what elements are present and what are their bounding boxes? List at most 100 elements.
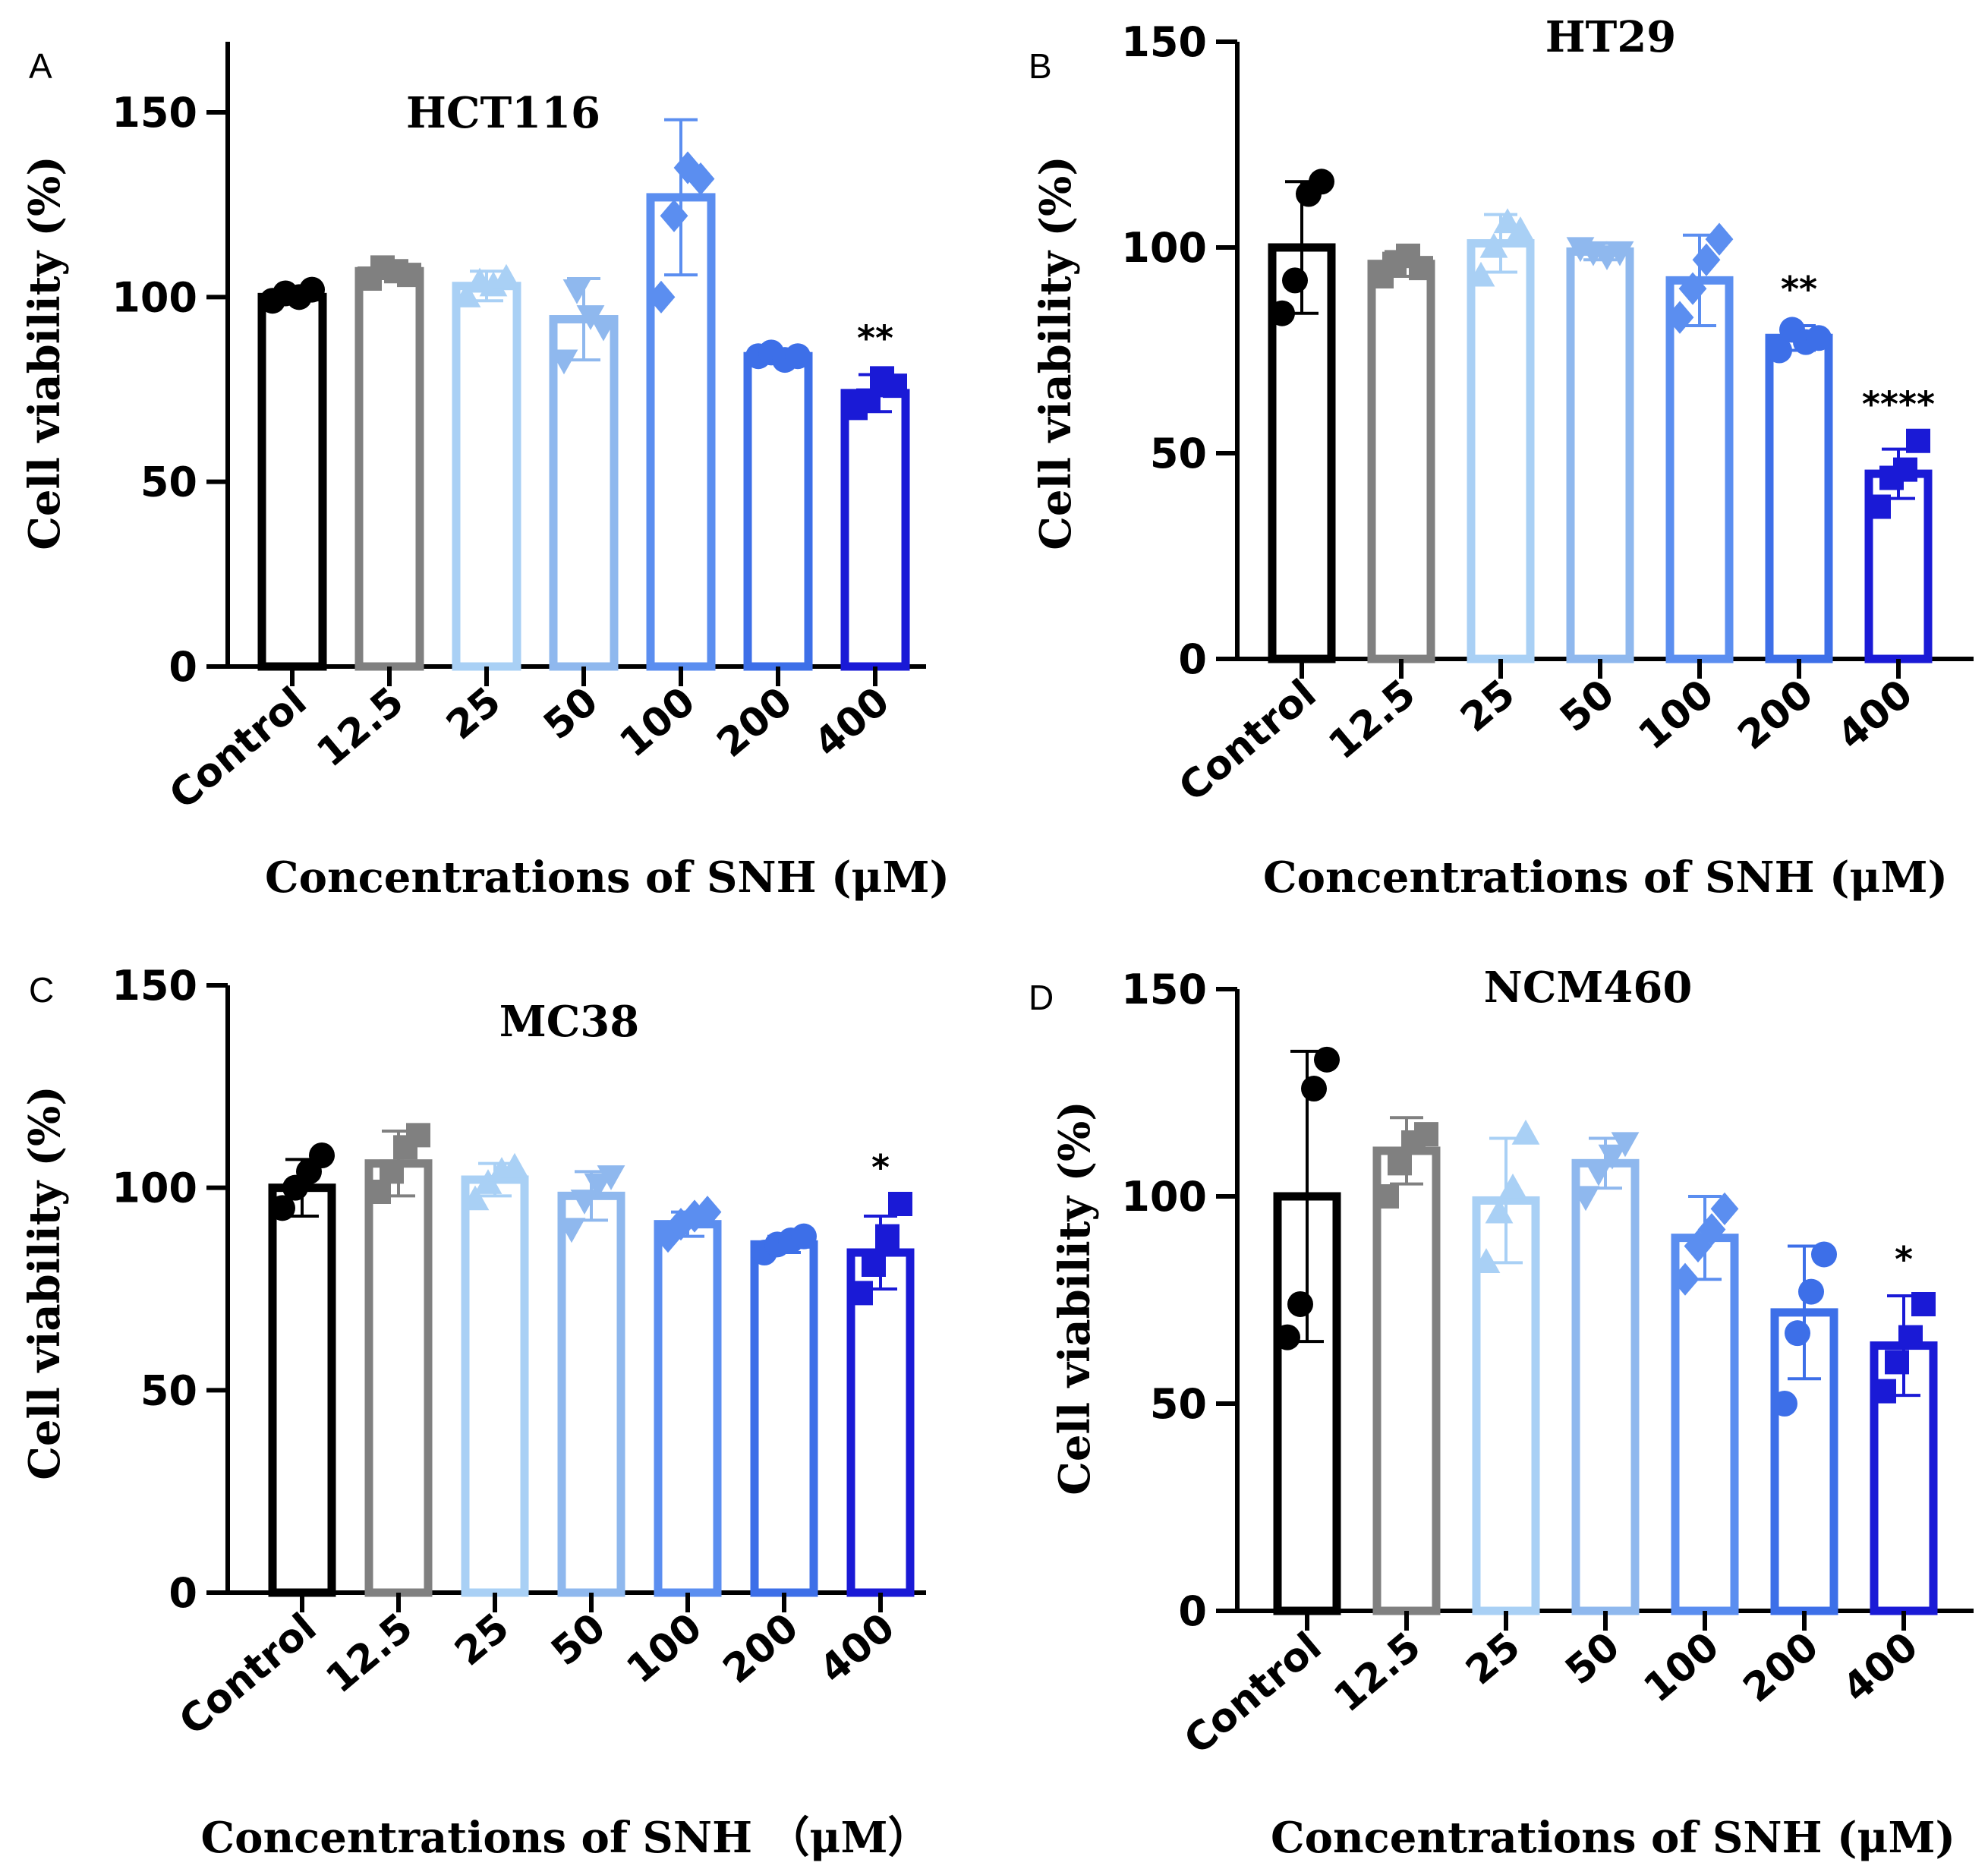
data-point (1605, 241, 1634, 266)
data-point (461, 1185, 490, 1211)
bar-200 (750, 1240, 818, 1597)
data-point (1409, 256, 1433, 281)
bar-100 (1671, 1234, 1739, 1615)
data-point (1506, 216, 1535, 241)
y-tick-label: 50 (1150, 1380, 1207, 1428)
data-point (380, 1159, 404, 1184)
data-point (849, 1281, 873, 1306)
y-tick-label: 100 (1121, 224, 1207, 272)
data-point (589, 316, 618, 342)
bar-control (268, 1183, 336, 1597)
y-axis-label: Cell viability (%) (1031, 156, 1081, 550)
data-point (1498, 1173, 1527, 1199)
chart-title: HCT116 (406, 88, 600, 138)
chart-title: MC38 (499, 997, 640, 1047)
data-point (397, 263, 421, 288)
x-axis-label: Concentrations of SNH (μM) (265, 852, 950, 903)
bar-50 (557, 1191, 625, 1597)
data-point (1472, 1248, 1501, 1273)
data-point (452, 282, 481, 307)
data-point (856, 388, 881, 413)
data-point (269, 1195, 295, 1221)
data-point (1375, 1184, 1399, 1209)
significance-marker: * (1895, 1239, 1913, 1280)
data-point (479, 271, 508, 297)
x-axis-label: Concentrations of SNH （μM） (201, 1813, 931, 1863)
bar-400 (840, 389, 910, 671)
chart-title: NCM460 (1484, 963, 1693, 1013)
data-point (1898, 1325, 1923, 1350)
y-tick-label: 50 (1150, 430, 1207, 477)
data-point (1885, 1350, 1909, 1375)
bar-12.5 (354, 266, 424, 671)
bar-100 (654, 1220, 722, 1597)
data-point (1493, 208, 1522, 234)
data-point (597, 1165, 625, 1190)
panel-letter: A (29, 46, 52, 86)
bar-200 (743, 351, 813, 671)
data-point (1766, 337, 1792, 364)
data-point (1467, 261, 1495, 287)
data-point (1710, 1192, 1739, 1225)
data-point (1287, 1291, 1313, 1317)
bar-25 (452, 282, 521, 671)
data-point (1798, 1278, 1824, 1305)
data-point (1678, 272, 1707, 305)
data-point (1906, 428, 1930, 453)
y-tick-label: 0 (169, 1569, 197, 1617)
y-tick-label: 150 (1121, 966, 1207, 1013)
y-tick-label: 50 (140, 1366, 197, 1414)
y-tick-label: 100 (112, 273, 197, 321)
data-point (1684, 1229, 1712, 1263)
data-point (1665, 301, 1694, 334)
data-point (875, 1224, 899, 1249)
x-axis-label: Concentrations of SNH (μM) (1271, 1813, 1955, 1863)
data-point (1872, 1379, 1896, 1404)
data-point (557, 1218, 586, 1243)
data-point (406, 1123, 430, 1148)
panel-letter: C (29, 970, 54, 1010)
y-tick-label: 150 (1121, 18, 1207, 66)
x-axis-label: Concentrations of SNH (μM) (1263, 852, 1948, 903)
data-point (1269, 300, 1295, 326)
bar-25 (461, 1175, 529, 1597)
panel-letter: D (1029, 978, 1054, 1017)
data-point (570, 1190, 599, 1215)
data-point (888, 1192, 912, 1216)
data-point (785, 343, 811, 370)
data-point (1785, 1320, 1810, 1347)
data-point (1598, 1144, 1627, 1170)
significance-marker: **** (1862, 384, 1935, 425)
data-point (492, 263, 521, 289)
data-point (309, 1142, 335, 1168)
data-point (1867, 494, 1891, 519)
bar-12.5 (1372, 1146, 1441, 1615)
y-axis-label: Cell viability (%) (20, 156, 70, 550)
y-tick-label: 0 (1178, 1587, 1207, 1635)
y-tick-label: 100 (112, 1164, 197, 1212)
bar-25 (1467, 239, 1535, 663)
panel-b: B HT29 0 50 100 150 Cell viability (%) Concentr… (1029, 12, 1974, 903)
significance-marker: ** (1781, 269, 1817, 310)
data-point (1309, 169, 1334, 195)
data-point (1671, 1262, 1700, 1296)
data-point (862, 1253, 886, 1277)
bar-control (257, 292, 327, 671)
significance-marker: ** (857, 318, 893, 359)
y-tick-label: 150 (112, 962, 197, 1010)
data-point (1301, 1076, 1327, 1102)
chart-title: HT29 (1545, 12, 1677, 62)
data-point (299, 276, 325, 303)
data-point (1314, 1046, 1340, 1073)
data-point (1485, 1198, 1514, 1224)
bar-100 (1665, 276, 1734, 663)
data-point (1511, 1119, 1540, 1145)
data-point (1611, 1132, 1640, 1158)
data-point (1282, 267, 1308, 294)
y-axis-label: Cell viability (%) (20, 1086, 70, 1480)
significance-marker: * (871, 1147, 890, 1188)
data-point (1772, 1391, 1797, 1417)
data-point (367, 1180, 391, 1204)
data-point (1811, 1241, 1837, 1268)
data-point (562, 279, 591, 304)
